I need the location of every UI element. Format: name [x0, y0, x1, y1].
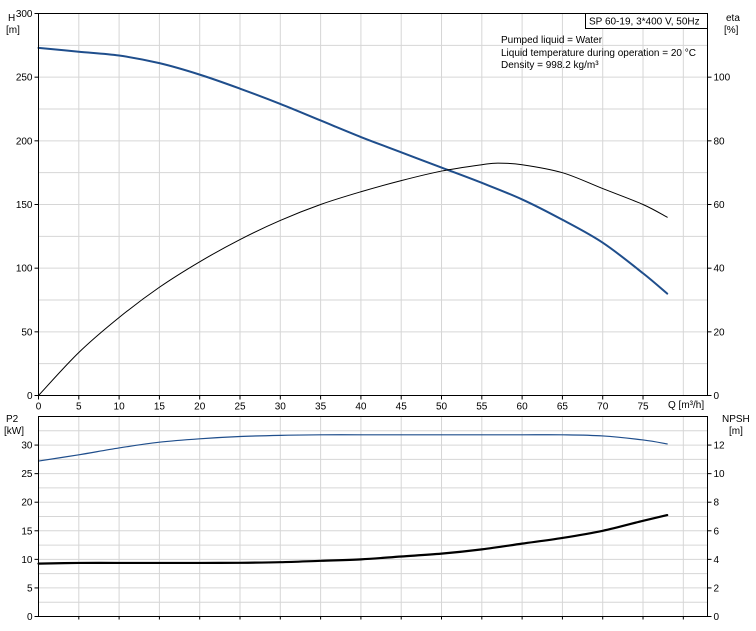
flow-axis-label: Q [m³/h] — [668, 400, 704, 411]
bottom-right-tick-label: 0 — [714, 612, 720, 623]
head-curve — [37, 46, 669, 295]
bottom-grid — [38, 416, 708, 617]
bottom-right-tick-label: 12 — [714, 441, 726, 452]
top-right-tick-label: 40 — [714, 264, 726, 275]
bottom-right-tick-label: 8 — [714, 498, 720, 509]
top-left-tick-label: 150 — [16, 200, 33, 211]
x-tick-label: 65 — [557, 402, 569, 413]
head-efficiency-panel: 0 50 100 150 200 250 300 0 20 40 60 80 100 0 5 10 15 20 25… — [6, 9, 740, 413]
info-temperature: Liquid temperature during operation = 20… — [501, 48, 696, 59]
top-left-tick-label: 250 — [16, 73, 33, 84]
bottom-left-tick-label: 10 — [21, 555, 33, 566]
head-axis-unit: [m] — [6, 25, 20, 36]
p2-axis-unit: [kW] — [4, 426, 24, 437]
bottom-left-tick-label: 20 — [21, 498, 33, 509]
x-tick-label: 15 — [154, 402, 166, 413]
bottom-left-tick-label: 25 — [21, 469, 33, 480]
top-left-tick-label: 300 — [16, 9, 33, 20]
x-tick-label: 45 — [396, 402, 408, 413]
bottom-left-tick-label: 5 — [27, 583, 33, 594]
p2-axis-title: P2 — [6, 414, 19, 425]
npsh-axis-title: NPSH — [722, 414, 750, 425]
bottom-series — [37, 434, 669, 565]
x-tick-label: 20 — [194, 402, 206, 413]
x-tick-label: 60 — [517, 402, 529, 413]
x-tick-label: 40 — [355, 402, 367, 413]
bottom-left-tick-label: 0 — [27, 612, 33, 623]
model-label-box — [585, 13, 708, 29]
model-label: SP 60-19, 3*400 V, 50Hz — [589, 17, 700, 28]
info-density: Density = 998.2 kg/m³ — [501, 60, 599, 71]
x-tick-label: 25 — [234, 402, 246, 413]
x-tick-label: 50 — [436, 402, 448, 413]
bottom-plot-frame — [38, 416, 708, 617]
x-tick-label: 75 — [637, 402, 649, 413]
top-series — [37, 46, 669, 396]
eta-axis-unit: [%] — [724, 25, 739, 36]
x-tick-label: 30 — [275, 402, 287, 413]
top-left-tick-label: 100 — [16, 264, 33, 275]
eta-curve — [38, 162, 668, 396]
bottom-right-tick-label: 10 — [714, 469, 726, 480]
x-tick-label: 35 — [315, 402, 327, 413]
npsh-axis-unit: [m] — [729, 426, 743, 437]
top-right-tick-label: 0 — [714, 391, 720, 402]
top-left-tick-label: 50 — [21, 327, 33, 338]
bottom-right-tick-label: 2 — [714, 583, 720, 594]
top-right-tick-label: 20 — [714, 327, 726, 338]
p2-curve — [37, 434, 668, 462]
x-tick-label: 5 — [76, 402, 82, 413]
bottom-left-tick-label: 30 — [21, 441, 33, 452]
top-left-tick-label: 200 — [16, 136, 33, 147]
top-left-tick-label: 0 — [27, 391, 33, 402]
info-liquid: Pumped liquid = Water — [501, 35, 603, 46]
x-tick-label: 0 — [36, 402, 42, 413]
head-axis-title: H — [8, 13, 15, 24]
top-grid — [38, 13, 708, 396]
eta-axis-title: eta — [726, 13, 740, 24]
top-right-tick-label: 100 — [714, 73, 731, 84]
top-ticks: 0 50 100 150 200 250 300 0 20 40 60 80 100 0 5 10 15 20 25… — [16, 9, 731, 413]
top-right-tick-label: 60 — [714, 200, 726, 211]
bottom-right-tick-label: 6 — [714, 526, 720, 537]
bottom-ticks: 0 5 10 15 20 25 30 0 2 4 6 8 10 12 — [21, 441, 725, 623]
x-tick-label: 10 — [114, 402, 126, 413]
bottom-right-tick-label: 4 — [714, 555, 720, 566]
x-tick-label: 70 — [597, 402, 609, 413]
npsh-curve — [37, 513, 669, 565]
power-npsh-panel: 0 5 10 15 20 25 30 0 2 4 6 8 10 12 P2 [kW] NPSH [m] — [4, 414, 750, 623]
bottom-left-tick-label: 15 — [21, 526, 33, 537]
x-tick-label: 55 — [476, 402, 488, 413]
top-right-tick-label: 80 — [714, 136, 726, 147]
